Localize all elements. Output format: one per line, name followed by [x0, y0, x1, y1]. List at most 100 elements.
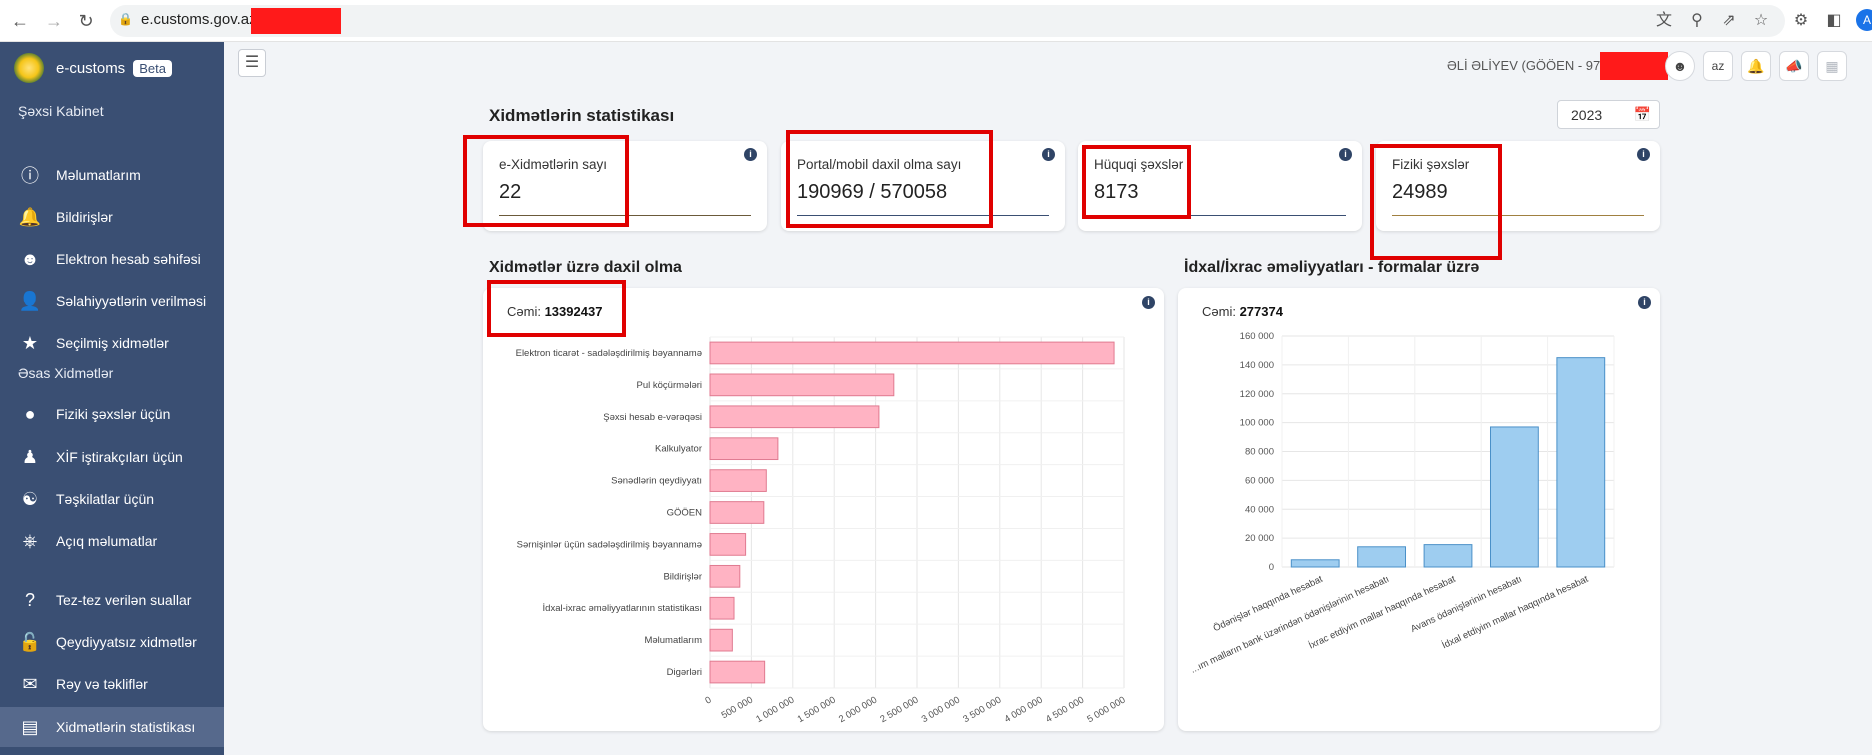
sidebar-item-e-account[interactable]: ☻ Elektron hesab səhifəsi [0, 239, 224, 279]
x-tick-label: 4 000 000 [1003, 695, 1045, 726]
bar-chart-icon: ▤ [21, 716, 39, 737]
sidebar-item-fea-participants[interactable]: ♟ XİF iştirakçıları üçün [0, 437, 224, 477]
bookmark-star-icon[interactable]: ☆ [1753, 12, 1769, 29]
sidebar-item-label: Fiziki şəxslər üçün [56, 406, 171, 422]
bar [709, 660, 766, 684]
category-label: Sənədlərin qeydiyyatı [611, 476, 702, 487]
calendar-icon[interactable]: 📅 [1633, 106, 1651, 122]
annotation-box [1370, 144, 1502, 260]
person-add-icon: 👤 [18, 290, 42, 311]
stat-value: 8173 [1094, 181, 1139, 203]
annotation-box [786, 130, 993, 228]
sidebar-item-my-info[interactable]: ⓘ Məlumatlarım [0, 155, 224, 195]
sidebar-item-label: Səlahiyyətlərin verilməsi [56, 293, 207, 309]
sidebar-item-faq[interactable]: ? Tez-tez verilən suallar [0, 580, 224, 620]
sidebar-item-authorities[interactable]: 👤 Səlahiyyətlərin verilməsi [0, 281, 224, 321]
logins-bar-chart: 0 500 000 1 000 000 1 500 000 2 000 000 2 500… [516, 336, 1128, 726]
stat-label: Hüquqi şəxslər [1094, 157, 1184, 172]
sidebar-item-feedback[interactable]: ✉ Rəy və təkliflər [0, 664, 224, 704]
imports-chart-panel: Cəmi: 277374 i 0 20 000 40 000 60 000 80 000… [1178, 288, 1660, 731]
bar [709, 437, 779, 461]
y-tick-label: 80 000 [1245, 447, 1274, 458]
annotation-box [463, 135, 629, 227]
share-nodes-icon: ⎈ [22, 530, 38, 551]
sidebar-item-individuals[interactable]: ● Fiziki şəxslər üçün [0, 394, 224, 434]
bar [709, 405, 880, 429]
info-icon[interactable]: i [1142, 296, 1155, 309]
category-label: Kalkulyator [655, 444, 702, 455]
sidebar-item-statistics[interactable]: ▤ Xidmətlərin statistikası [0, 707, 224, 747]
bar [1556, 357, 1606, 568]
sidebar-item-label: Xidmətlərin statistikası [56, 719, 196, 735]
year-value: 2023 [1571, 107, 1603, 123]
bar [1489, 426, 1539, 568]
sidebar-item-label: Təşkilatlar üçün [56, 491, 155, 507]
sidebar-item-organizations[interactable]: ☯ Təşkilatlar üçün [0, 479, 224, 519]
extensions-icon[interactable]: ⚙ [1793, 12, 1809, 29]
notifications-button[interactable]: 🔔 [1741, 51, 1771, 81]
x-tick-label: 2 000 000 [837, 695, 879, 726]
address-bar[interactable] [110, 5, 1785, 37]
sidebar-item-unregistered-services[interactable]: 🔓 Qeydiyyatsız xidmətlər [0, 622, 224, 662]
share-icon[interactable]: ⇗ [1722, 12, 1736, 29]
year-picker[interactable]: 2023 📅 [1557, 100, 1660, 129]
url-text[interactable]: e.customs.gov.az/ [141, 11, 261, 28]
zoom-icon[interactable]: ⚲ [1691, 12, 1703, 29]
user-profile-button[interactable]: ☻ [1665, 51, 1695, 81]
info-icon[interactable]: i [1339, 148, 1352, 161]
stat-value: 190969 / 570058 [797, 181, 948, 203]
translate-icon[interactable]: 文 [1655, 12, 1672, 29]
sidebar-item-label: Rəy və təkliflər [56, 676, 148, 692]
back-icon[interactable]: ← [11, 11, 29, 31]
bar [1290, 559, 1340, 568]
bar [1423, 544, 1473, 568]
bar [1357, 546, 1407, 568]
grid-icon: ▦ [1825, 58, 1839, 74]
info-icon[interactable]: i [1042, 148, 1055, 161]
profile-avatar[interactable]: A [1856, 9, 1872, 31]
sidebar-item-favorites[interactable]: ★ Seçilmiş xidmətlər [0, 323, 224, 363]
bar [709, 533, 747, 556]
page-title: Xidmətlərin statistikası [489, 106, 675, 125]
info-icon[interactable]: i [744, 148, 757, 161]
sidebar-item-open-data[interactable]: ⎈ Açıq məlumatlar [0, 521, 224, 561]
person-icon: ● [24, 403, 36, 424]
y-tick-label: 20 000 [1245, 533, 1274, 544]
sidebar-item-label: Seçilmiş xidmətlər [56, 335, 169, 351]
hamburger-icon: ☰ [244, 54, 260, 71]
brand[interactable]: e-customs Beta [14, 50, 172, 86]
annotation-box [1082, 145, 1191, 219]
user-icon: ☻ [1672, 58, 1688, 74]
y-tick-label: 120 000 [1240, 389, 1274, 400]
stat-underline [797, 215, 1049, 216]
bar [709, 628, 733, 652]
language-button[interactable]: az [1703, 51, 1733, 81]
y-tick-label: 140 000 [1240, 360, 1274, 371]
sidebar-item-label: Bildirişlər [56, 209, 113, 225]
category-label: İdxal-ixrac əməliyyatlarının statistikas… [543, 603, 702, 614]
apps-button[interactable]: ▦ [1817, 51, 1847, 81]
sidebar-item-label: Elektron hesab səhifəsi [56, 251, 201, 267]
reload-icon[interactable]: ↻ [78, 11, 94, 31]
stat-label: Portal/mobil daxil olma sayı [797, 157, 962, 172]
stat-card-portal-logins: Portal/mobil daxil olma sayı 190969 / 57… [781, 141, 1065, 231]
x-tick-label: 1 000 000 [754, 695, 796, 726]
category-label: Şəxsi hesab e-vərəqəsi [603, 412, 702, 423]
menu-toggle-button[interactable]: ☰ [238, 49, 266, 77]
sidebar-item-notifications[interactable]: 🔔 Bildirişlər [0, 197, 224, 237]
x-tick-label: 5 000 000 [1085, 695, 1127, 726]
info-icon[interactable]: i [1637, 148, 1650, 161]
user-name[interactable]: ƏLİ ƏLİYEV (GÖÖEN - 97 [1447, 58, 1601, 73]
x-tick-label: 500 000 [720, 695, 755, 722]
forward-icon[interactable]: → [45, 11, 63, 31]
sidebar-item-label: XİF iştirakçıları üçün [56, 449, 183, 465]
megaphone-icon: 📣 [1785, 58, 1803, 74]
info-icon[interactable]: i [1638, 296, 1651, 309]
y-tick-label: 0 [1269, 562, 1274, 573]
category-label: Bildirişlər [663, 571, 702, 582]
x-tick-label: 3 500 000 [961, 695, 1003, 726]
sidebar: e-customs Beta Şəxsi Kabinet ⓘ Məlumatla… [0, 42, 224, 755]
side-panel-icon[interactable]: ◧ [1826, 12, 1842, 29]
lock-icon: 🔒 [118, 12, 133, 26]
announcements-button[interactable]: 📣 [1779, 51, 1809, 81]
